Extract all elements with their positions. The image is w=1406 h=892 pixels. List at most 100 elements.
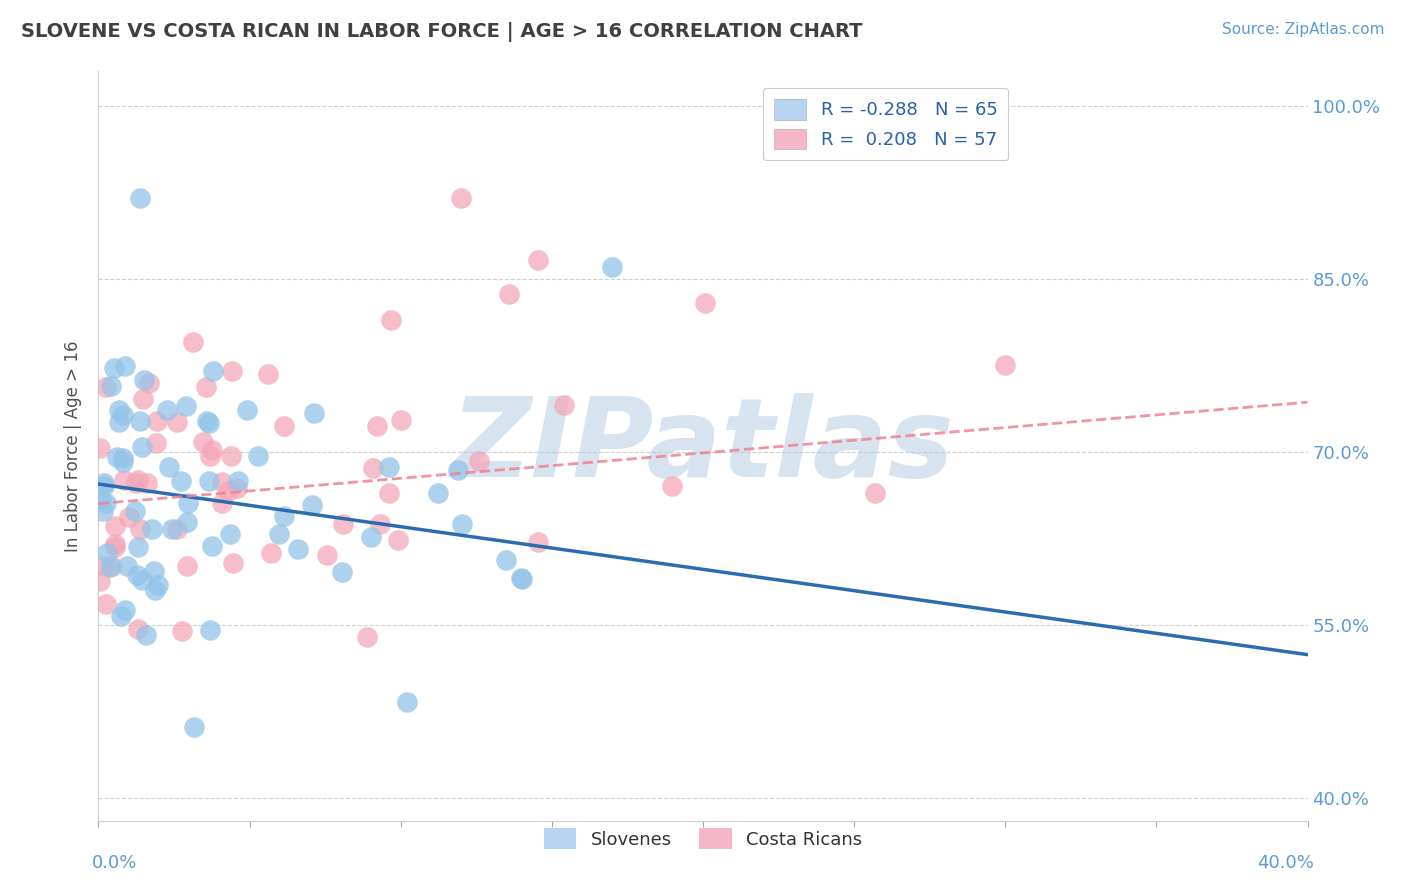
Point: [132, 392, 155, 406]
Point: [259, 546, 281, 560]
Point: [267, 527, 290, 541]
Point: [226, 481, 249, 495]
Point: [100, 378, 122, 392]
Point: [451, 516, 474, 531]
Point: [176, 515, 198, 529]
Point: [450, 191, 472, 205]
Point: [132, 373, 155, 387]
Point: [527, 252, 550, 267]
Point: [198, 623, 221, 637]
Point: [166, 522, 188, 536]
Point: [693, 296, 716, 310]
Point: [498, 286, 520, 301]
Point: [661, 479, 683, 493]
Point: [257, 367, 280, 381]
Point: [127, 540, 149, 554]
Point: [426, 485, 449, 500]
Point: [131, 573, 153, 587]
Point: [217, 483, 239, 498]
Point: [273, 508, 295, 523]
Point: [174, 399, 197, 413]
Point: [118, 510, 141, 524]
Point: [111, 409, 134, 423]
Point: [994, 359, 1017, 373]
Point: [366, 418, 388, 433]
Point: [127, 473, 149, 487]
Text: Source: ZipAtlas.com: Source: ZipAtlas.com: [1222, 22, 1385, 37]
Point: [198, 416, 221, 430]
Text: ZIPatlas: ZIPatlas: [451, 392, 955, 500]
Point: [360, 530, 382, 544]
Point: [104, 540, 127, 554]
Point: [368, 517, 391, 532]
Point: [129, 191, 152, 205]
Point: [198, 449, 221, 463]
Point: [211, 496, 233, 510]
Point: [112, 450, 135, 465]
Point: [94, 597, 117, 611]
Point: [221, 364, 243, 378]
Point: [510, 572, 533, 586]
Point: [395, 695, 418, 709]
Point: [101, 559, 124, 574]
Point: [156, 402, 179, 417]
Point: [125, 475, 148, 490]
Point: [160, 522, 183, 536]
Point: [602, 260, 624, 275]
Text: 0.0%: 0.0%: [93, 855, 138, 872]
Point: [89, 441, 111, 455]
Text: SLOVENE VS COSTA RICAN IN LABOR FORCE | AGE > 16 CORRELATION CHART: SLOVENE VS COSTA RICAN IN LABOR FORCE | …: [21, 22, 863, 42]
Point: [219, 449, 242, 463]
Point: [181, 334, 204, 349]
Point: [112, 473, 135, 487]
Point: [863, 486, 886, 500]
Point: [332, 516, 354, 531]
Point: [90, 492, 112, 507]
Point: [91, 504, 114, 518]
Point: [143, 582, 166, 597]
Point: [98, 560, 121, 574]
Point: [377, 485, 399, 500]
Point: [125, 568, 148, 582]
Point: [166, 415, 188, 429]
Point: [129, 414, 152, 428]
Point: [468, 453, 491, 467]
Point: [135, 628, 157, 642]
Point: [96, 546, 118, 560]
Text: 40.0%: 40.0%: [1257, 855, 1313, 872]
Legend: Slovenes, Costa Ricans: Slovenes, Costa Ricans: [537, 822, 869, 856]
Point: [114, 603, 136, 617]
Point: [191, 434, 214, 449]
Point: [211, 475, 233, 490]
Point: [114, 359, 136, 374]
Point: [108, 402, 131, 417]
Point: [146, 414, 169, 428]
Point: [129, 522, 152, 536]
Point: [183, 720, 205, 734]
Point: [330, 566, 353, 580]
Point: [96, 380, 118, 394]
Point: [527, 535, 550, 549]
Point: [315, 548, 337, 562]
Point: [304, 405, 326, 419]
Point: [157, 459, 180, 474]
Point: [195, 414, 218, 428]
Point: [131, 440, 153, 454]
Point: [141, 522, 163, 536]
Point: [105, 450, 128, 465]
Point: [273, 419, 295, 434]
Point: [94, 496, 117, 510]
Point: [146, 578, 169, 592]
Point: [301, 498, 323, 512]
Point: [389, 412, 412, 426]
Point: [218, 527, 240, 541]
Point: [124, 504, 146, 518]
Point: [127, 622, 149, 636]
Y-axis label: In Labor Force | Age > 16: In Labor Force | Age > 16: [65, 340, 83, 552]
Point: [117, 558, 139, 573]
Point: [200, 539, 222, 553]
Point: [387, 533, 409, 547]
Point: [170, 474, 193, 488]
Point: [201, 442, 224, 457]
Point: [177, 496, 200, 510]
